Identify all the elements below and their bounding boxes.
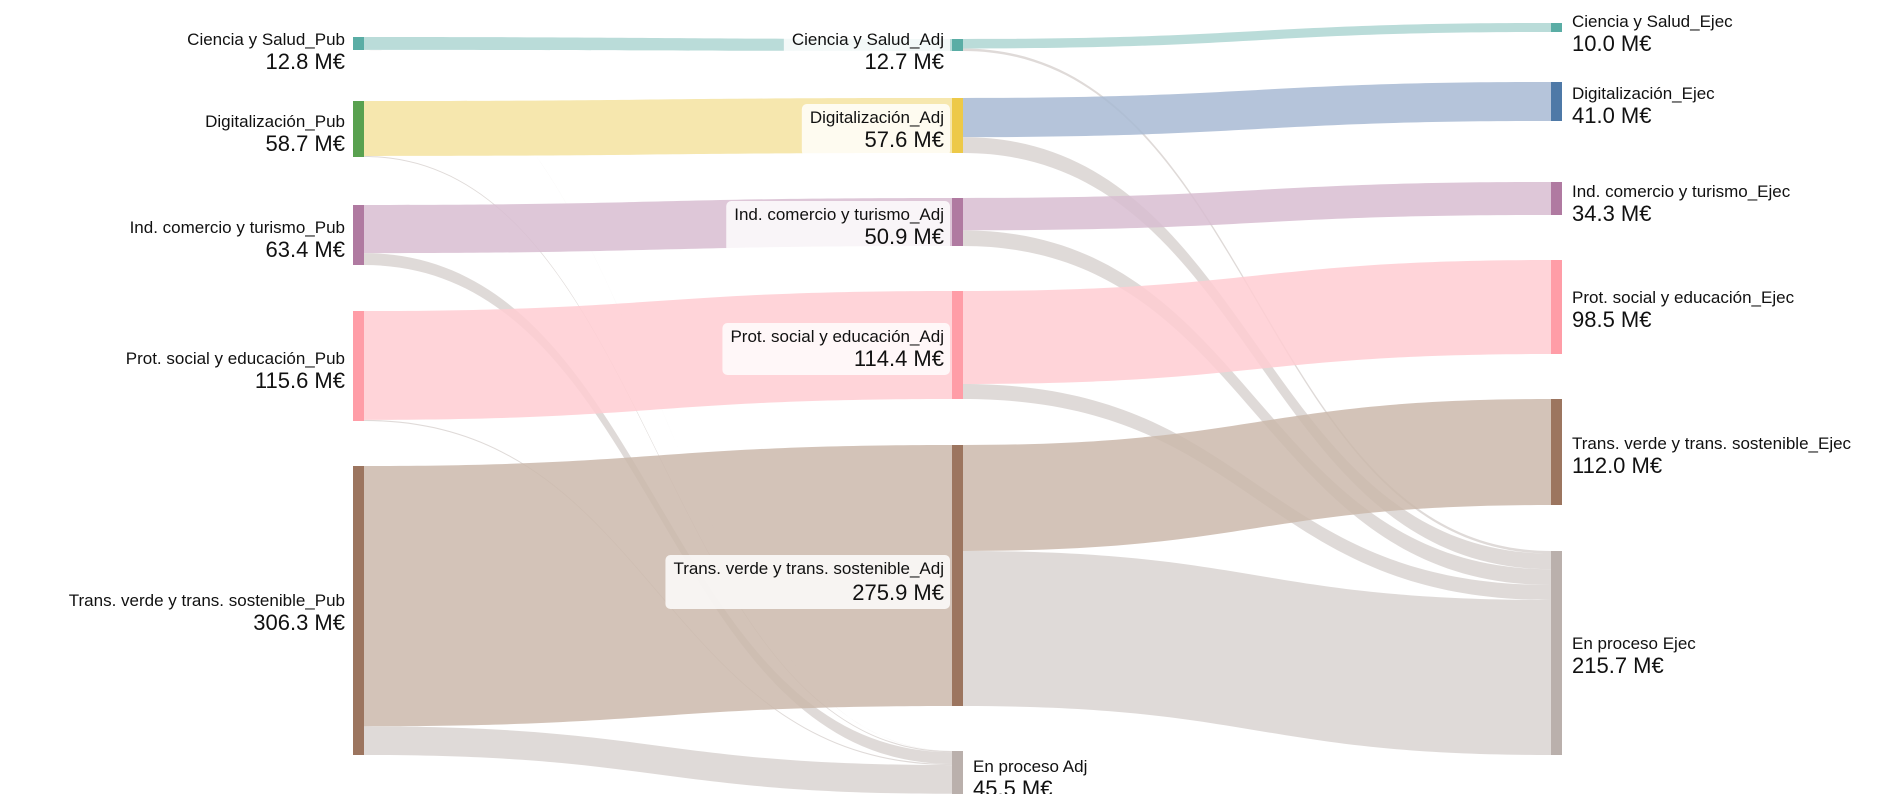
node-value: 98.5 M€ bbox=[1572, 307, 1652, 332]
node-name: Prot. social y educación_Ejec bbox=[1572, 288, 1795, 307]
node-name: Ciencia y Salud_Pub bbox=[187, 30, 345, 49]
node-bar-dg_pub bbox=[353, 101, 364, 157]
node-bar-cs_adj bbox=[952, 39, 963, 51]
node-value: 114.4 M€ bbox=[854, 346, 944, 371]
node-value: 58.7 M€ bbox=[266, 131, 346, 156]
link-tv_pub-to-tv_adj bbox=[364, 445, 952, 727]
link-tv_pub-to-ep_adj bbox=[364, 726, 952, 794]
node-name: Trans. verde y trans. sostenible_Adj bbox=[673, 559, 944, 578]
node-value: 275.9 M€ bbox=[852, 580, 944, 605]
node-bar-tv_adj bbox=[952, 445, 963, 706]
node-value: 45.5 M€ bbox=[973, 776, 1053, 794]
link-ic_adj-to-ic_ej bbox=[963, 182, 1551, 231]
node-value: 306.3 M€ bbox=[253, 610, 345, 635]
node-bar-cs_pub bbox=[353, 37, 364, 50]
node-name: Trans. verde y trans. sostenible_Ejec bbox=[1572, 434, 1852, 453]
node-bar-ep_ej bbox=[1551, 551, 1562, 755]
link-tv_adj-to-ep_ej bbox=[963, 550, 1551, 755]
link-dg_adj-to-dg_ej bbox=[963, 82, 1551, 138]
link-dg_pub-to-ep_adj bbox=[364, 155, 952, 753]
node-name: Digitalización_Adj bbox=[810, 108, 944, 127]
node-name: Trans. verde y trans. sostenible_Pub bbox=[69, 591, 345, 610]
node-name: Digitalización_Pub bbox=[205, 112, 345, 131]
node-value: 50.9 M€ bbox=[865, 224, 945, 249]
node-label-tv_ej: Trans. verde y trans. sostenible_Ejec112… bbox=[1572, 434, 1852, 478]
node-name: Ciencia y Salud_Ejec bbox=[1572, 12, 1733, 31]
node-name: Ind. comercio y turismo_Pub bbox=[130, 218, 345, 237]
node-bar-ps_pub bbox=[353, 311, 364, 421]
sankey-links bbox=[364, 23, 1551, 794]
node-name: Ind. comercio y turismo_Adj bbox=[734, 205, 944, 224]
node-value: 57.6 M€ bbox=[865, 127, 945, 152]
node-bar-ep_adj bbox=[952, 751, 963, 794]
node-label-tv_adj: Trans. verde y trans. sostenible_Adj 275.… bbox=[665, 555, 950, 609]
link-cs_adj-to-cs_ej bbox=[963, 23, 1551, 49]
node-bar-dg_adj bbox=[952, 98, 963, 153]
node-name: Prot. social y educación_Adj bbox=[730, 327, 944, 346]
node-bar-cs_ej bbox=[1551, 23, 1562, 32]
node-name: Ciencia y Salud_Adj bbox=[792, 30, 944, 49]
node-value: 215.7 M€ bbox=[1572, 653, 1664, 678]
node-bar-ps_adj bbox=[952, 291, 963, 399]
label-background bbox=[726, 201, 950, 253]
node-bar-dg_ej bbox=[1551, 82, 1562, 121]
node-bar-ic_pub bbox=[353, 205, 364, 265]
node-value: 63.4 M€ bbox=[266, 237, 346, 262]
node-name: Prot. social y educación_Pub bbox=[126, 349, 345, 368]
label-background bbox=[665, 555, 950, 609]
node-value: 115.6 M€ bbox=[255, 368, 345, 393]
node-bar-ic_adj bbox=[952, 198, 963, 246]
node-value: 41.0 M€ bbox=[1572, 103, 1652, 128]
node-value: 12.8 M€ bbox=[266, 49, 346, 74]
node-bar-tv_ej bbox=[1551, 399, 1562, 505]
label-background bbox=[783, 26, 950, 78]
node-name: En proceso Ejec bbox=[1572, 634, 1696, 653]
node-name: En proceso Adj bbox=[973, 757, 1087, 776]
node-value: 34.3 M€ bbox=[1572, 201, 1652, 226]
node-name: Ind. comercio y turismo_Ejec bbox=[1572, 182, 1791, 201]
node-bar-tv_pub bbox=[353, 466, 364, 755]
node-value: 112.0 M€ bbox=[1572, 453, 1662, 478]
node-name: Digitalización_Ejec bbox=[1572, 84, 1715, 103]
sankey-nodes bbox=[353, 23, 1562, 794]
link-ps_adj-to-ps_ej bbox=[963, 260, 1551, 384]
node-value: 10.0 M€ bbox=[1572, 31, 1652, 56]
node-bar-ic_ej bbox=[1551, 182, 1562, 215]
link-ic_adj-to-ep_ej bbox=[963, 230, 1551, 585]
label-background bbox=[801, 104, 950, 156]
node-bar-ps_ej bbox=[1551, 260, 1562, 354]
node-label-tv_pub: Trans. verde y trans. sostenible_Pub306.… bbox=[69, 591, 345, 635]
label-background bbox=[722, 323, 950, 375]
node-value: 12.7 M€ bbox=[865, 49, 945, 74]
link-tv_adj-to-tv_ej bbox=[963, 399, 1551, 551]
